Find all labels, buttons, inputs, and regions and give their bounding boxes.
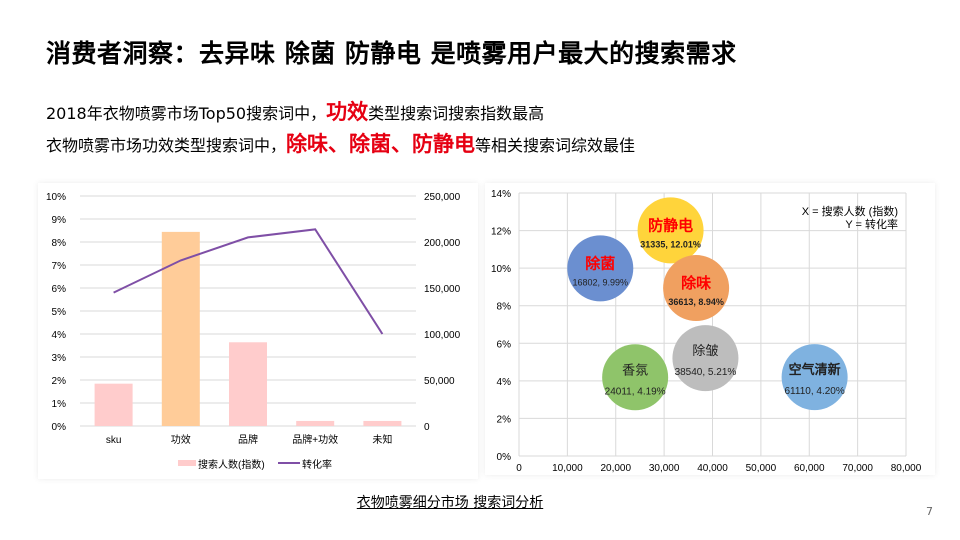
left-axis-tick: 3% — [52, 353, 67, 364]
x-axis-tick: 20,000 — [600, 463, 631, 474]
x-axis-tick: 10,000 — [552, 463, 583, 474]
bubble-label: 31335, 12.01% — [640, 239, 701, 249]
bar — [296, 420, 335, 426]
annotation: X = 搜索人数 (指数) — [802, 204, 898, 218]
x-axis-tick: 60,000 — [794, 463, 825, 474]
bubble — [637, 197, 704, 264]
bubble-name: 除皱 — [692, 343, 718, 358]
bubble — [663, 255, 730, 322]
x-axis-tick: 70,000 — [842, 463, 873, 474]
y-axis-tick: 10% — [491, 264, 511, 275]
y-axis-tick: 8% — [497, 302, 512, 313]
insight-line-1: 2018年衣物喷雾市场Top50搜索词中，功效类型搜索词搜索指数最高 — [46, 96, 544, 126]
left-axis-tick: 8% — [52, 238, 67, 249]
bubble-name: 除菌 — [585, 254, 615, 272]
left-axis-tick: 10% — [46, 192, 66, 203]
right-axis-tick: 0 — [424, 422, 430, 433]
left-axis-tick: 7% — [52, 261, 67, 272]
bubble — [781, 344, 848, 411]
y-axis-tick: 4% — [497, 377, 512, 388]
right-axis-tick: 250,000 — [424, 192, 461, 203]
right-axis-tick: 200,000 — [424, 238, 461, 249]
insight-line-2: 衣物喷雾市场功效类型搜索词中，除味、除菌、防静电等相关搜索词综效最佳 — [46, 128, 635, 158]
left-axis-tick: 0% — [52, 422, 67, 433]
left-axis-tick: 1% — [52, 399, 67, 410]
x-axis-tick: 40,000 — [697, 463, 728, 474]
y-axis-tick: 2% — [497, 414, 512, 425]
bar — [94, 383, 133, 426]
bubble-label: 38540, 5.21% — [675, 367, 737, 378]
bubble — [567, 235, 634, 302]
bubble-label: 61110, 4.20% — [785, 386, 845, 397]
bubble-label: 16802, 9.99% — [573, 277, 629, 287]
bubble-label: 36613, 8.94% — [668, 297, 724, 307]
highlight-text: 除味、除菌、防静电 — [286, 132, 476, 156]
highlight-text: 功效 — [326, 100, 369, 124]
bubble — [602, 344, 669, 411]
bubble-label: 24011, 4.19% — [605, 386, 666, 397]
line-series — [113, 228, 384, 335]
bar — [229, 342, 267, 426]
category-label: 功效 — [171, 433, 191, 446]
category-label: 未知 — [372, 433, 392, 446]
category-label: 品牌+功效 — [292, 433, 338, 446]
bar — [161, 231, 200, 426]
left-axis-tick: 6% — [52, 284, 67, 295]
y-axis-tick: 14% — [491, 189, 511, 200]
caption-text: 衣物喷雾细分市场 搜索词分析 — [356, 495, 544, 511]
bar — [363, 420, 402, 426]
legend-label: 搜索人数(指数) — [198, 458, 265, 471]
x-axis-tick: 50,000 — [746, 463, 777, 474]
y-axis-tick: 6% — [497, 339, 512, 350]
text: 类型搜索词搜索指数最高 — [368, 104, 545, 123]
combo-chart: 0% 1% 2% 3% 4% 5% 6% 7% 8% 9% 10% 0 50,000 100,000 150… — [38, 183, 478, 479]
left-axis-tick: 9% — [52, 215, 67, 226]
left-axis-tick: 2% — [52, 376, 67, 387]
right-axis-tick: 100,000 — [424, 330, 461, 341]
bubble — [672, 325, 739, 392]
annotation: Y = 转化率 — [845, 217, 898, 231]
bubble-name: 防静电 — [648, 216, 693, 234]
x-axis-tick: 80,000 — [891, 463, 922, 474]
text: 2018年衣物喷雾市场Top50搜索词中， — [46, 104, 327, 123]
right-axis-tick: 50,000 — [424, 376, 455, 387]
page-number: 7 — [926, 505, 933, 518]
left-axis-tick: 5% — [52, 307, 67, 318]
category-label: 品牌 — [238, 433, 258, 446]
y-axis-tick: 12% — [491, 227, 511, 238]
x-axis-tick: 30,000 — [649, 463, 680, 474]
text: 等相关搜索词综效最佳 — [475, 136, 636, 155]
legend-label: 转化率 — [302, 458, 332, 471]
text: 衣物喷雾市场功效类型搜索词中， — [46, 136, 287, 155]
bubble-name: 香氛 — [622, 362, 648, 377]
bubble-name: 空气清新 — [789, 362, 841, 377]
bubble-chart: 0% 2% 4% 6% 8% 10% 12% 14% 0 10,000 20,000 30,000 40… — [485, 183, 935, 475]
chart-caption: 衣物喷雾细分市场 搜索词分析 — [0, 492, 960, 512]
y-axis-tick: 0% — [497, 452, 512, 463]
left-axis-tick: 4% — [52, 330, 67, 341]
slide-title: 消费者洞察：去异味 除菌 防静电 是喷雾用户最大的搜索需求 — [46, 39, 737, 68]
x-axis-tick: 0 — [516, 463, 522, 474]
bubble-name: 除味 — [681, 274, 711, 292]
right-axis-tick: 150,000 — [424, 284, 461, 295]
category-label: sku — [106, 435, 122, 446]
legend-swatch-bar — [178, 460, 196, 466]
